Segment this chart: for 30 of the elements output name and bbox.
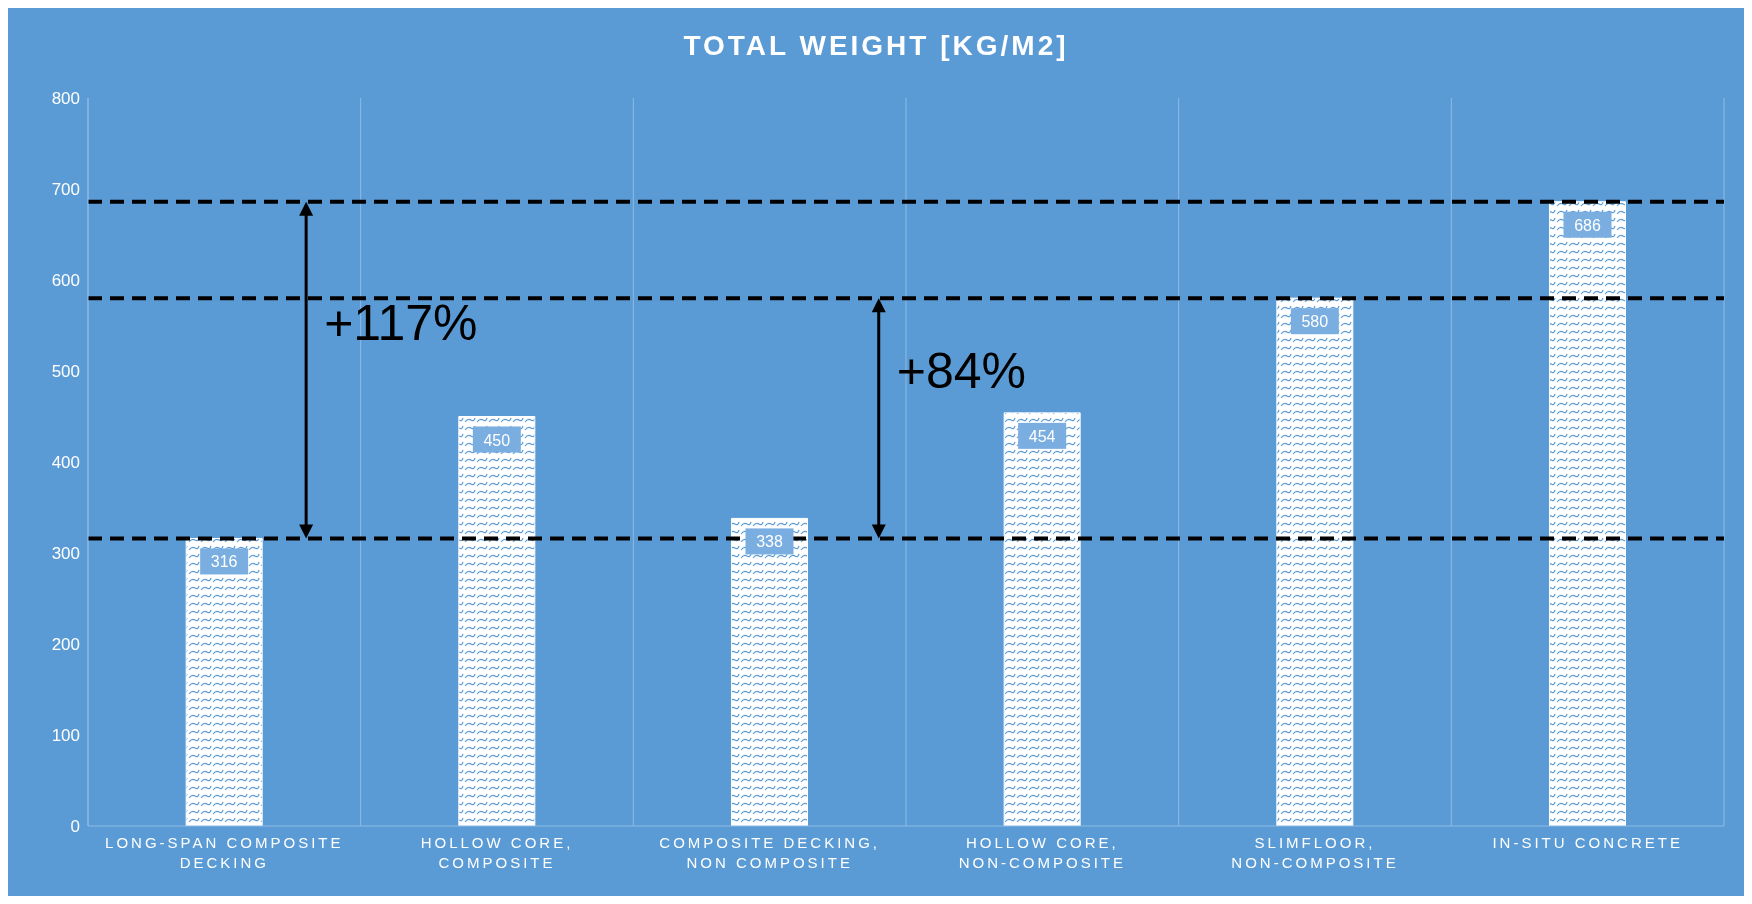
x-tick-label: COMPOSITE DECKING, NON COMPOSITE xyxy=(659,834,881,871)
x-tick-label: IN-SITU CONCRETE xyxy=(1492,834,1683,851)
y-tick-label: 400 xyxy=(51,453,80,473)
bar xyxy=(1276,297,1354,826)
x-tick-label: HOLLOW CORE, NON-COMPOSITE xyxy=(958,834,1127,871)
bar xyxy=(1003,412,1081,826)
x-tick-label: SLIMFLOOR, NON-COMPOSITE xyxy=(1231,834,1399,871)
y-tick-label: 300 xyxy=(51,544,80,564)
data-label: 580 xyxy=(1301,313,1329,331)
y-tick-label: 700 xyxy=(51,180,80,200)
bar xyxy=(1548,201,1626,826)
y-tick-label: 800 xyxy=(51,89,80,109)
annotation: +117% xyxy=(324,295,478,352)
y-tick-label: 600 xyxy=(51,271,80,291)
data-label: 450 xyxy=(483,431,511,449)
data-label: 454 xyxy=(1028,427,1056,445)
data-label: 316 xyxy=(210,553,238,571)
bar xyxy=(730,517,808,826)
data-label: 686 xyxy=(1574,216,1601,234)
x-tick-label: HOLLOW CORE, COMPOSITE xyxy=(420,834,574,871)
annotation: +84% xyxy=(896,343,1027,400)
y-tick-label: 0 xyxy=(70,817,80,837)
bar xyxy=(458,416,536,826)
data-label: 338 xyxy=(756,533,783,551)
y-tick-label: 500 xyxy=(51,362,80,382)
x-tick-label: LONG-SPAN COMPOSITE DECKING xyxy=(105,834,344,871)
bar xyxy=(185,537,263,826)
y-tick-label: 200 xyxy=(51,635,80,655)
y-tick-label: 100 xyxy=(51,726,80,746)
chart-title: TOTAL WEIGHT [KG/M2] xyxy=(682,30,1070,62)
